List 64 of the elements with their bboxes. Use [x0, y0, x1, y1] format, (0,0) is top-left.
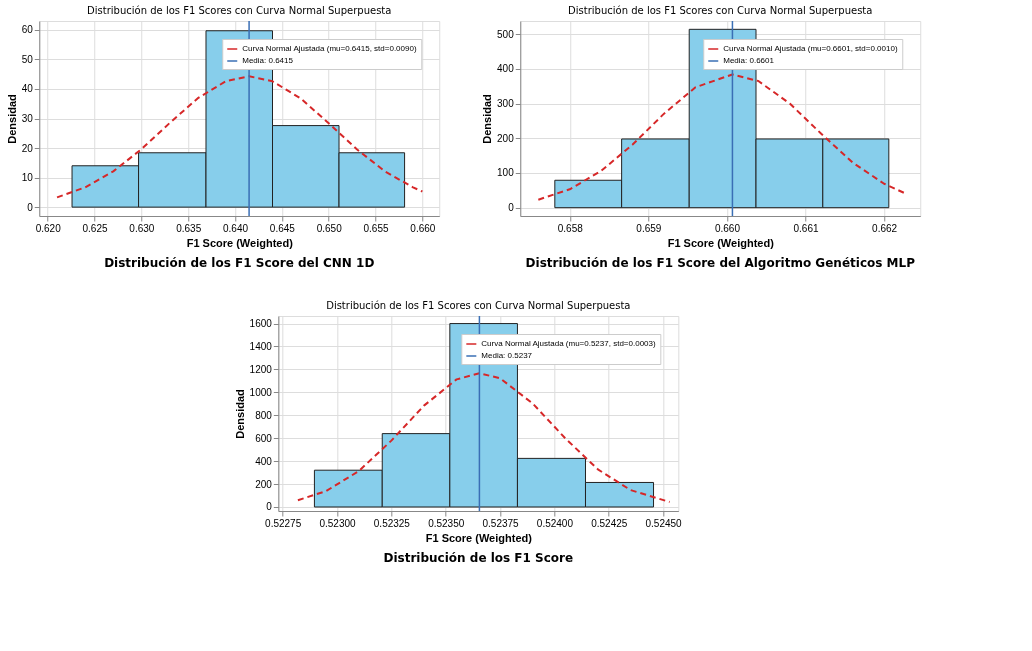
- x-tick-label: 0.52400: [536, 517, 574, 529]
- text: Distribución de los F1 Score: [383, 551, 574, 565]
- x-tick-label: 0.630: [129, 222, 155, 234]
- y-tick-label: 600: [255, 432, 273, 444]
- x-tick-label: 0.52275: [265, 517, 302, 529]
- legend-label: Curva Normal Ajustada (mu=0.6415, std=0.0090): [242, 44, 417, 53]
- ref-line-label: Media: 0.6601: [723, 56, 775, 65]
- text: Distribución de los F1 Score del CNN 1D: [104, 256, 375, 270]
- y-tick-label: 0: [508, 202, 515, 214]
- y-tick-label: 1600: [249, 318, 273, 330]
- line-series: [296, 372, 671, 503]
- text: Distribución de los F1 Score del Algoritmo Genéticos MLP: [525, 256, 916, 270]
- x-tick-label: 0.655: [363, 222, 389, 234]
- y-tick-label: 200: [497, 132, 515, 144]
- x-tick-label: 0.661: [793, 222, 819, 234]
- x-tick-label: 0.52350: [428, 517, 465, 529]
- x-tick-label: 0.640: [223, 222, 249, 234]
- y-tick-label: 0: [266, 501, 273, 513]
- y-tick-label: 0: [27, 201, 34, 213]
- x-tick-label: 0.52300: [319, 517, 357, 529]
- x-tick-label: 0.660: [410, 222, 436, 234]
- x-tick-label: 0.52325: [373, 517, 411, 529]
- y-tick-label: 400: [497, 63, 515, 75]
- x-tick-label: 0.635: [176, 222, 202, 234]
- x-tick-label: 0.658: [557, 222, 584, 234]
- legend-label: Curva Normal Ajustada (mu=0.5237, std=0.0003): [481, 339, 656, 348]
- x-tick-label: 0.662: [872, 222, 898, 234]
- legend-label: Curva Normal Ajustada (mu=0.6601, std=0.0010): [723, 44, 898, 53]
- y-tick-label: 1400: [249, 340, 273, 352]
- y-tick-label: 60: [21, 24, 34, 36]
- x-tick-label: 0.52425: [591, 517, 628, 529]
- y-axis-title: Densidad: [233, 389, 246, 439]
- y-tick-label: 30: [21, 113, 34, 124]
- x-tick-label: 0.659: [636, 222, 662, 234]
- ref-line-label: Media: 0.5237: [481, 351, 533, 360]
- y-tick-label: 1200: [249, 363, 273, 375]
- y-tick-label: 400: [255, 455, 273, 467]
- chart-title: Distribución de los F1 Scores con Curva Normal Superpuesta: [568, 5, 873, 17]
- x-tick-label: 0.52375: [482, 517, 520, 529]
- x-tick-label: 0.52450: [645, 517, 683, 529]
- x-axis-title: F1 Score (Weighted): [667, 236, 775, 249]
- y-tick-label: 40: [21, 83, 34, 95]
- y-tick-label: 50: [21, 53, 34, 65]
- x-tick-label: 0.625: [82, 222, 108, 234]
- x-axis-title: F1 Score (Weighted): [186, 236, 294, 249]
- y-tick-label: 200: [255, 478, 273, 490]
- ref-line-label: Media: 0.6415: [242, 56, 294, 65]
- y-tick-label: 100: [497, 167, 515, 179]
- y-tick-label: 800: [255, 409, 273, 421]
- x-tick-label: 0.620: [35, 222, 62, 234]
- y-tick-label: 500: [497, 28, 515, 40]
- y-tick-label: 10: [21, 172, 34, 184]
- x-axis-title: F1 Score (Weighted): [425, 531, 533, 544]
- y-axis-title: Densidad: [481, 94, 494, 144]
- chart-title: Distribución de los F1 Scores con Curva Normal Superpuesta: [87, 5, 392, 17]
- chart-title: Distribución de los F1 Scores con Curva Normal Superpuesta: [326, 300, 631, 312]
- y-tick-label: 1000: [249, 386, 273, 398]
- x-tick-label: 0.660: [714, 222, 741, 234]
- y-tick-label: 20: [21, 142, 34, 154]
- line-series: [56, 75, 424, 199]
- y-tick-label: 300: [497, 98, 515, 110]
- x-tick-label: 0.650: [316, 222, 343, 234]
- x-tick-label: 0.645: [269, 222, 296, 234]
- y-axis-title: Densidad: [5, 94, 18, 144]
